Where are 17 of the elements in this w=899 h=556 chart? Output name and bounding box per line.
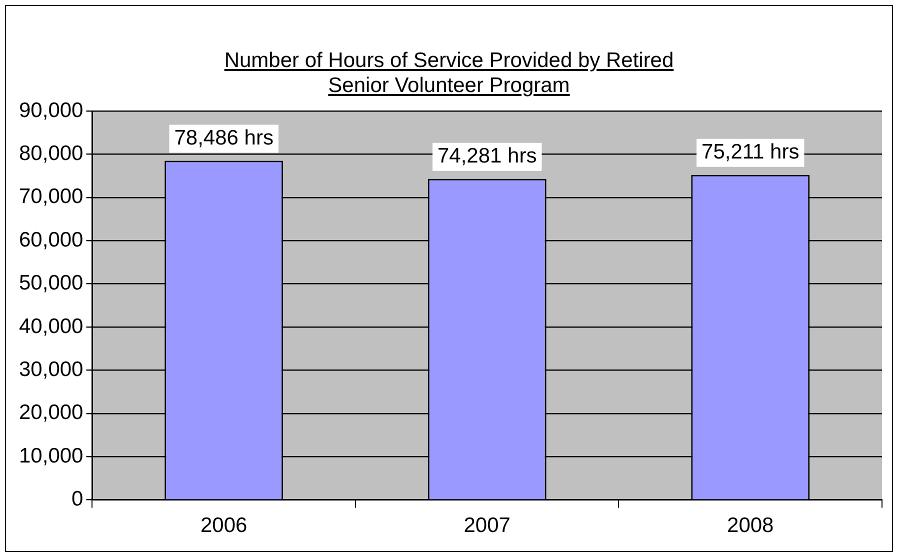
y-tick-label: 0 — [72, 488, 84, 511]
y-tick-label: 80,000 — [18, 142, 84, 165]
data-label: 75,211 hrs — [702, 140, 800, 164]
y-tick-label: 40,000 — [18, 314, 84, 338]
y-tick-label: 20,000 — [18, 401, 84, 424]
y-tick-label: 70,000 — [18, 185, 84, 208]
x-tick-label: 2006 — [200, 514, 248, 538]
data-label: 78,486 hrs — [174, 126, 274, 150]
y-tick-label: 30,000 — [18, 358, 84, 381]
y-tick-label: 50,000 — [18, 272, 84, 295]
x-tick-label: 2007 — [464, 514, 510, 538]
x-tick-label: 2008 — [727, 514, 774, 538]
y-tick-label: 10,000 — [18, 444, 84, 468]
y-tick-label: 60,000 — [18, 228, 84, 252]
data-label: 74,281 hrs — [437, 144, 537, 168]
chart-title: Number of Hours of Service Provided by Retired Senior Volunteer Program — [223, 48, 675, 98]
y-tick-label: 90,000 — [18, 98, 84, 122]
